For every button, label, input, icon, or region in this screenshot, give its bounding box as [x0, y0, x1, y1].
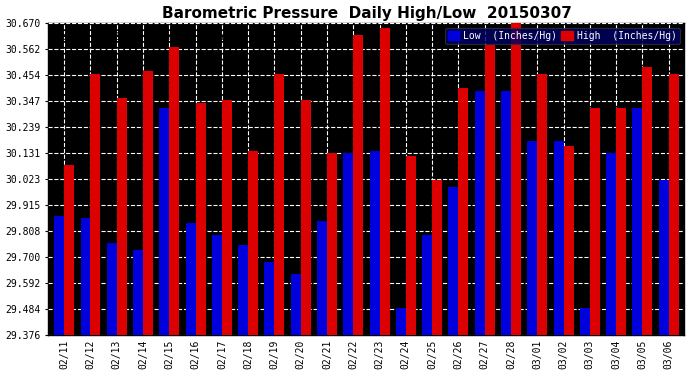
- Bar: [590, 108, 600, 335]
- Title: Barometric Pressure  Daily High/Low  20150307: Barometric Pressure Daily High/Low 20150…: [161, 6, 571, 21]
- Bar: [196, 103, 206, 335]
- Bar: [527, 141, 538, 335]
- Bar: [159, 108, 169, 335]
- Bar: [301, 100, 310, 335]
- Bar: [616, 108, 626, 335]
- Bar: [133, 250, 143, 335]
- Bar: [538, 74, 547, 335]
- Bar: [642, 66, 652, 335]
- Bar: [81, 219, 90, 335]
- Bar: [370, 151, 380, 335]
- Bar: [511, 23, 521, 335]
- Bar: [380, 28, 390, 335]
- Bar: [353, 35, 364, 335]
- Bar: [290, 274, 301, 335]
- Bar: [633, 108, 642, 335]
- Bar: [580, 308, 590, 335]
- Bar: [606, 153, 616, 335]
- Bar: [222, 100, 232, 335]
- Bar: [448, 187, 458, 335]
- Bar: [55, 216, 64, 335]
- Bar: [169, 47, 179, 335]
- Bar: [484, 45, 495, 335]
- Bar: [564, 146, 573, 335]
- Bar: [458, 88, 469, 335]
- Bar: [669, 74, 679, 335]
- Bar: [501, 91, 511, 335]
- Bar: [553, 141, 564, 335]
- Bar: [186, 223, 196, 335]
- Bar: [396, 308, 406, 335]
- Bar: [264, 262, 275, 335]
- Bar: [212, 236, 222, 335]
- Bar: [143, 71, 153, 335]
- Bar: [327, 153, 337, 335]
- Bar: [275, 74, 284, 335]
- Bar: [117, 98, 127, 335]
- Bar: [317, 221, 327, 335]
- Bar: [344, 153, 353, 335]
- Bar: [64, 165, 75, 335]
- Bar: [248, 151, 258, 335]
- Bar: [432, 180, 442, 335]
- Bar: [422, 236, 432, 335]
- Legend: Low  (Inches/Hg), High  (Inches/Hg): Low (Inches/Hg), High (Inches/Hg): [445, 28, 680, 44]
- Bar: [406, 156, 416, 335]
- Bar: [475, 91, 484, 335]
- Bar: [659, 180, 669, 335]
- Bar: [90, 74, 101, 335]
- Bar: [238, 245, 248, 335]
- Bar: [107, 243, 117, 335]
- Text: Copyright 2015 Cartronics.com: Copyright 2015 Cartronics.com: [55, 33, 225, 42]
